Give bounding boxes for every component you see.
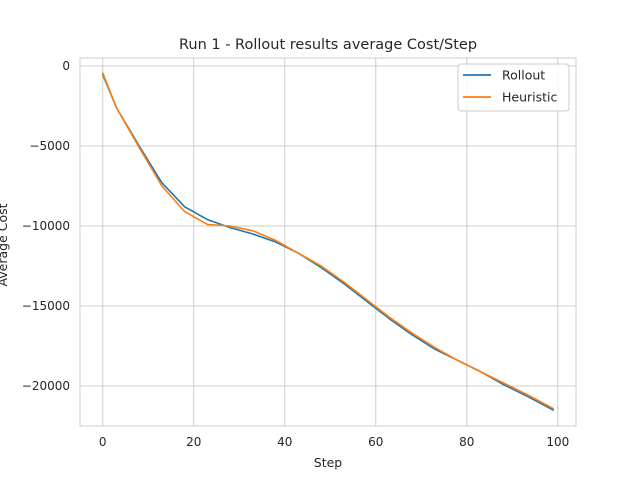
x-tick-label: 100 xyxy=(546,435,569,449)
y-axis-label: Average Cost xyxy=(0,203,10,286)
series-line-heuristic xyxy=(102,72,555,410)
y-tick-labels: 0 −5000 −10000 −15000 −20000 xyxy=(22,59,70,393)
legend-label-heuristic: Heuristic xyxy=(502,90,558,105)
y-tick-label: −5000 xyxy=(29,139,70,153)
x-tick-labels: 0 20 40 60 80 100 xyxy=(99,435,569,449)
legend: Rollout Heuristic xyxy=(457,63,570,112)
series-lines xyxy=(102,72,555,411)
x-axis-label: Step xyxy=(314,455,343,470)
x-tick-label: 0 xyxy=(99,435,107,449)
chart-title: Run 1 - Rollout results average Cost/Ste… xyxy=(179,37,477,53)
y-tick-label: −15000 xyxy=(22,299,70,313)
x-tick-label: 40 xyxy=(277,435,292,449)
x-tick-label: 60 xyxy=(368,435,383,449)
grid-lines xyxy=(80,58,576,426)
y-tick-label: −10000 xyxy=(22,219,70,233)
x-tick-label: 80 xyxy=(459,435,474,449)
plot-border xyxy=(79,57,577,427)
y-tick-label: −20000 xyxy=(22,379,70,393)
x-tick-label: 20 xyxy=(186,435,201,449)
legend-label-rollout: Rollout xyxy=(502,68,545,83)
plot-frame xyxy=(79,57,577,427)
series-line-rollout xyxy=(102,74,555,411)
y-tick-label: 0 xyxy=(62,59,70,73)
